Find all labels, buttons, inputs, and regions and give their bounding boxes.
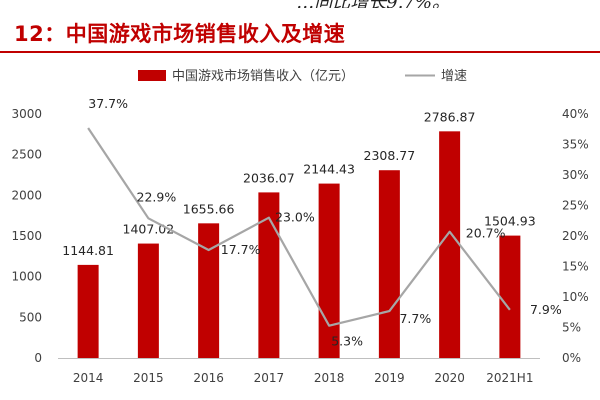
y2-tick-label: 25% — [562, 199, 589, 213]
bar-value-label: 2144.43 — [303, 162, 355, 177]
y-tick-label: 2500 — [11, 148, 42, 162]
x-tick-label: 2020 — [434, 371, 465, 385]
legend-line-label: 增速 — [441, 69, 467, 84]
bar-value-label: 1655.66 — [183, 201, 235, 216]
growth-value-label: 23.0% — [275, 210, 315, 225]
bar-value-label: 2786.87 — [424, 109, 476, 124]
growth-value-label: 5.3% — [331, 334, 363, 349]
title-rule — [0, 51, 600, 53]
growth-value-label: 22.9% — [137, 189, 177, 204]
growth-value-label: 37.7% — [88, 96, 128, 111]
y2-tick-label: 35% — [562, 138, 589, 152]
y2-tick-label: 10% — [562, 290, 589, 304]
growth-line — [87, 127, 511, 327]
legend-bar-swatch — [138, 70, 166, 81]
x-tick-label: 2019 — [374, 371, 405, 385]
y2-tick-label: 5% — [562, 321, 581, 335]
bar — [499, 235, 521, 358]
y2-tick-label: 40% — [562, 107, 589, 121]
x-tick-label: 2021H1 — [486, 371, 533, 385]
bar — [137, 243, 159, 358]
y-tick-label: 2000 — [11, 188, 42, 202]
x-tick-label: 2015 — [133, 371, 164, 385]
bar — [378, 170, 400, 358]
y-tick-label: 0 — [34, 351, 42, 365]
x-tick-label: 2016 — [193, 371, 224, 385]
y2-tick-label: 0% — [562, 351, 581, 365]
x-tick-label: 2014 — [73, 371, 104, 385]
legend-bar-label: 中国游戏市场销售收入（亿元） — [172, 68, 354, 84]
bar — [318, 183, 340, 358]
growth-value-label: 17.7% — [221, 242, 261, 257]
growth-value-label: 7.7% — [399, 311, 431, 326]
bar-value-label: 2308.77 — [364, 148, 416, 163]
bar-value-label: 2036.07 — [243, 170, 295, 185]
y-tick-label: 3000 — [11, 107, 42, 121]
y-tick-label: 1000 — [11, 270, 42, 284]
y2-tick-label: 15% — [562, 260, 589, 274]
bar-value-label: 1144.81 — [62, 243, 114, 258]
growth-value-label: 7.9% — [530, 302, 562, 317]
bar — [439, 131, 461, 358]
x-tick-label: 2017 — [254, 371, 285, 385]
bar-value-label: 1504.93 — [484, 214, 536, 229]
y-tick-label: 1500 — [11, 229, 42, 243]
bar — [258, 192, 280, 358]
figure-header: 12：中国游戏市场销售收入及增速 — [0, 18, 600, 53]
bar — [198, 223, 220, 358]
growth-value-label: 20.7% — [466, 226, 506, 241]
x-tick-label: 2018 — [314, 371, 345, 385]
revenue-growth-chart: 中国游戏市场销售收入（亿元） 增速 0 500 1000 1500 2000 2500 3000… — [11, 68, 589, 385]
bar — [77, 264, 99, 358]
y2-tick-label: 30% — [562, 168, 589, 182]
y-tick-label: 500 — [19, 310, 42, 324]
y2-tick-label: 20% — [562, 229, 589, 243]
previous-text-fragment: …同比增长9.7%。 — [0, 0, 600, 8]
top-fragment-text: …同比增长9.7%。 — [296, 0, 450, 8]
figure-title: 12：中国游戏市场销售收入及增速 — [14, 22, 346, 46]
